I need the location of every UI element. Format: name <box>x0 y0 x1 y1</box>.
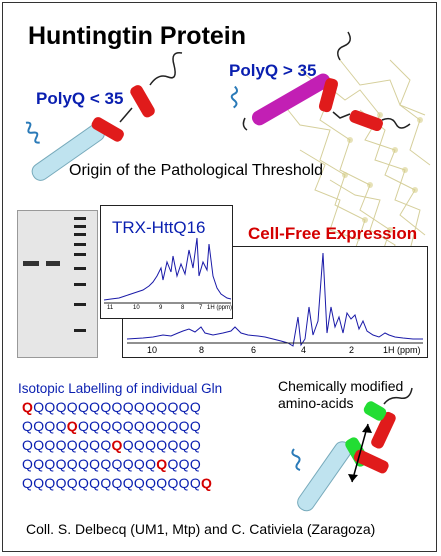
glutamine-sequence-row: QQQQQQQQQQQQQQQQQ <box>22 475 212 491</box>
axis-unit: 1H (ppm) <box>383 345 421 355</box>
tick-10: 10 <box>147 345 158 355</box>
tick-7: 7 <box>199 305 203 311</box>
cell-free-axis: 10 8 6 4 2 1H (ppm) <box>123 345 427 357</box>
glutamine-sequence-row: QQQQQQQQQQQQQQQQ <box>22 399 201 415</box>
isotopic-labelling-caption: Isotopic Labelling of individual Gln <box>18 381 223 396</box>
labelled-gln: Q <box>66 418 78 434</box>
cell-free-spectrum-trace <box>126 252 423 347</box>
labelled-gln: Q <box>111 437 123 453</box>
tick-11: 11 <box>107 305 114 311</box>
glutamine-sequence-row: QQQQQQQQQQQQQQQQ <box>22 418 201 434</box>
gel-image <box>17 210 98 358</box>
tick-8: 8 <box>199 345 205 355</box>
labelled-gln: Q <box>156 456 168 472</box>
page-title: Huntingtin Protein <box>28 22 247 50</box>
labelled-gln: Q <box>22 399 34 415</box>
seq-prefix: QQQQQQQQ <box>22 437 112 453</box>
tick-8: 8 <box>181 305 185 311</box>
seq-prefix: QQQQQQQQQQQQQQQQ <box>22 475 202 491</box>
glutamine-sequence-row: QQQQQQQQQQQQQQQQ <box>22 437 201 453</box>
seq-suffix: QQQ <box>167 456 202 472</box>
tick-2: 2 <box>349 345 355 355</box>
figure-frame <box>2 2 437 552</box>
polyq-long-label: PolyQ > 35 <box>229 61 317 80</box>
chem-caption-line2: amino-acids <box>278 395 354 411</box>
trx-spectrum-trace <box>103 237 232 304</box>
seq-prefix: QQQQ <box>22 418 67 434</box>
chem-caption-line1: Chemically modified <box>278 378 404 394</box>
cell-free-expression-label: Cell-Free Expression <box>248 224 418 243</box>
chemically-modified-caption: Chemically modified amino-acids <box>278 378 403 412</box>
threshold-caption: Origin of the Pathological Threshold <box>69 162 324 179</box>
seq-suffix: QQQQQQQ <box>122 437 202 453</box>
glutamine-sequence-row: QQQQQQQQQQQQQQQQ <box>22 456 201 472</box>
seq-prefix: QQQQQQQQQQQQ <box>22 456 157 472</box>
tick-10: 10 <box>133 305 140 311</box>
collaboration-credit: Coll. S. Delbecq (UM1, Mtp) and C. Cativ… <box>26 521 376 537</box>
tick-4: 4 <box>301 345 307 355</box>
polyq-short-label: PolyQ < 35 <box>36 89 124 108</box>
tick-9: 9 <box>159 305 163 311</box>
seq-suffix: QQQQQQQQQQQQQQQ <box>33 399 202 415</box>
trx-httq16-label: TRX-HttQ16 <box>112 218 206 237</box>
tick-6: 6 <box>251 345 257 355</box>
trx-axis: 11 10 9 8 7 1H (ppm) <box>101 305 232 315</box>
seq-suffix: QQQQQQQQQQQ <box>77 418 202 434</box>
axis-unit: 1H (ppm) <box>207 305 233 311</box>
nmr-spectrum-trx: 11 10 9 8 7 1H (ppm) <box>100 205 233 319</box>
gel-bands <box>23 217 86 332</box>
labelled-gln: Q <box>201 475 213 491</box>
